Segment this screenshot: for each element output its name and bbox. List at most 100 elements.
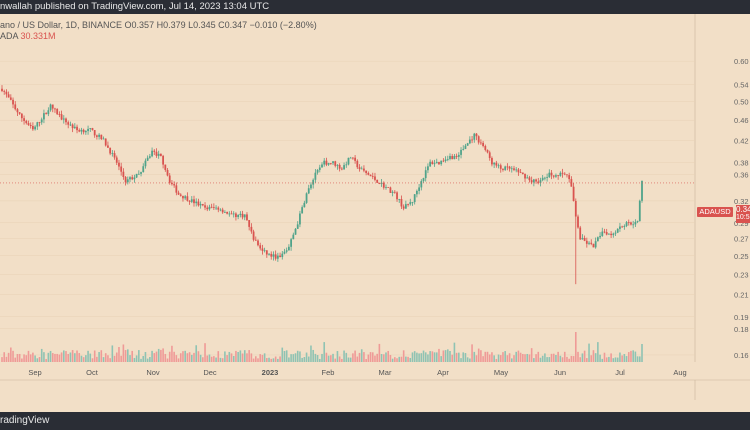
volume-bar	[352, 353, 354, 362]
volume-bar	[488, 354, 491, 362]
candle-body	[113, 153, 116, 158]
volume-bar	[522, 353, 524, 362]
candle-body	[402, 206, 405, 209]
x-tick-label: Dec	[203, 368, 217, 377]
volume-bar	[140, 358, 142, 362]
volume-bar	[552, 353, 555, 362]
volume-bar	[568, 358, 570, 362]
volume-bar	[217, 351, 220, 362]
candle-body	[442, 160, 445, 162]
candle-body	[332, 161, 334, 164]
volume-bar	[632, 350, 634, 362]
candle-body	[89, 128, 92, 129]
candle-body	[585, 240, 588, 244]
candle-body	[219, 209, 222, 211]
volume-bar	[420, 353, 423, 362]
volume-bar	[398, 356, 401, 362]
volume-bar	[544, 353, 546, 362]
candle-body	[232, 213, 235, 215]
candle-body	[20, 113, 23, 119]
volume-bar	[627, 352, 630, 362]
volume-bar	[49, 350, 52, 362]
candle-body	[69, 124, 72, 126]
candle-body	[429, 161, 432, 167]
volume-bar	[241, 353, 244, 362]
volume-bar	[338, 356, 341, 362]
candle-body	[100, 134, 103, 140]
volume-bar	[623, 353, 626, 362]
volume-bar	[124, 350, 127, 362]
volume-bar	[616, 357, 619, 362]
candle-body	[3, 90, 6, 92]
volume-bar	[321, 353, 323, 362]
candle-body	[285, 250, 288, 252]
volume-bar	[577, 351, 579, 362]
volume-bar	[446, 349, 449, 362]
candle-body	[415, 190, 418, 195]
volume-bar	[29, 354, 32, 362]
candle-body	[155, 151, 158, 156]
volume-bar	[405, 356, 407, 362]
candle-body	[109, 147, 112, 154]
candle-body	[521, 172, 524, 174]
candle-body	[325, 160, 328, 165]
volume-bar	[268, 357, 270, 362]
volume-bar	[619, 352, 621, 362]
volume-bar	[464, 353, 467, 362]
candle-body	[186, 196, 189, 201]
volume-bar	[208, 354, 211, 362]
volume-bar	[301, 357, 303, 362]
candle-body	[579, 227, 582, 240]
candle-body	[455, 155, 458, 157]
volume-bar	[12, 350, 14, 362]
candle-body	[193, 199, 195, 204]
candle-body	[413, 194, 416, 203]
candle-body	[515, 169, 518, 171]
candle-body	[363, 168, 365, 171]
candle-body	[590, 242, 593, 244]
candle-body	[621, 226, 624, 228]
candle-body	[195, 201, 198, 204]
candle-body	[605, 232, 608, 235]
candle-body	[80, 129, 83, 132]
candle-body	[18, 112, 21, 114]
volume-bar	[120, 355, 122, 362]
y-tick-label: 0.36	[734, 171, 749, 180]
candle-body	[206, 207, 209, 210]
candle-body	[91, 128, 94, 131]
volume-bar	[502, 352, 504, 362]
candle-body	[329, 163, 332, 164]
volume-bar	[257, 358, 259, 362]
volume-bar	[232, 356, 235, 362]
candle-body	[385, 187, 387, 188]
volume-bar	[144, 352, 147, 362]
candle-body	[104, 138, 107, 146]
volume-bar	[74, 353, 76, 362]
volume-bar	[248, 350, 250, 362]
volume-bar	[356, 356, 359, 362]
candle-body	[619, 226, 621, 229]
volume-bar	[451, 354, 454, 362]
candle-body	[78, 130, 81, 132]
volume-bar	[380, 354, 383, 362]
volume-bar	[621, 355, 623, 362]
volume-bar	[469, 358, 471, 362]
volume-bar	[186, 353, 189, 362]
volume-bar	[261, 354, 264, 362]
brand-text: radingView	[0, 415, 50, 426]
volume-bar	[109, 358, 111, 362]
candle-body	[157, 153, 160, 156]
candle-body	[552, 175, 555, 177]
volume-bar	[252, 358, 255, 362]
volume-bar	[129, 355, 131, 362]
candle-body	[634, 221, 637, 225]
volume-bar	[67, 353, 70, 362]
candle-body	[82, 129, 85, 133]
volume-bar	[153, 353, 156, 362]
candle-body	[140, 172, 142, 174]
volume-bar	[184, 350, 186, 362]
candle-body	[235, 213, 237, 218]
candle-body	[488, 152, 491, 158]
candle-body	[555, 175, 557, 177]
